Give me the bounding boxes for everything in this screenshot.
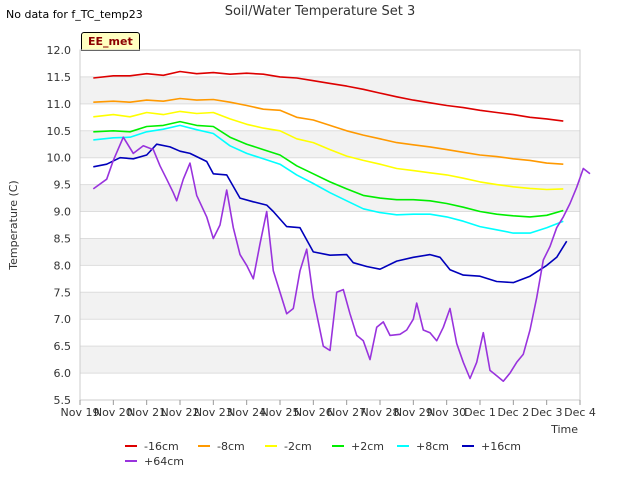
x-tick-label: Nov 23	[194, 406, 233, 419]
x-tick-label: Dec 4	[564, 406, 596, 419]
x-tick-label: Nov 27	[327, 406, 366, 419]
y-tick-label: 11.0	[47, 98, 72, 111]
x-tick-label: Nov 28	[361, 406, 400, 419]
x-tick-label: Nov 29	[394, 406, 433, 419]
x-tick-label: Nov 30	[427, 406, 466, 419]
grid-band	[80, 184, 580, 212]
series-line-minus2cm	[93, 110, 564, 191]
series-line-plus2cm	[93, 120, 564, 218]
legend-label: -8cm	[217, 440, 245, 453]
y-tick-label: 8.5	[54, 232, 72, 245]
y-tick-label: 7.5	[54, 286, 72, 299]
x-axis-label: Time	[550, 423, 578, 436]
y-tick-label: 10.5	[47, 125, 72, 138]
x-tick-label: Nov 21	[127, 406, 166, 419]
series-line-minus8cm	[93, 97, 564, 165]
x-tick-label: Dec 3	[531, 406, 563, 419]
grid-bands	[80, 76, 580, 374]
x-tick-label: Nov 19	[61, 406, 100, 419]
series-lines	[92, 70, 591, 383]
y-tick-label: 9.5	[54, 179, 72, 192]
x-tick-label: Nov 25	[261, 406, 300, 419]
x-tick-label: Dec 1	[464, 406, 496, 419]
y-tick-label: 6.5	[54, 340, 72, 353]
y-tick-label: 6.0	[54, 367, 72, 380]
plot-frame	[79, 49, 581, 401]
chart-title: Soil/Water Temperature Set 3	[225, 4, 416, 19]
series-line-plus64cm	[92, 136, 591, 383]
y-axis-ticks: 5.5 6.0 6.5 7.0 7.5 8.0 8.5 9.0 9.5 10.0 10.5 11.0 1…	[47, 44, 72, 407]
legend: -16cm -8cm -2cm +2cm +8cm +16cm +64cm	[125, 440, 521, 468]
x-tick-label: Nov 26	[294, 406, 333, 419]
y-tick-label: 12.0	[47, 44, 72, 57]
legend-label: +8cm	[416, 440, 449, 453]
y-tick-label: 5.5	[54, 394, 72, 407]
grid-band	[80, 76, 580, 104]
legend-label: +64cm	[144, 455, 184, 468]
legend-label: +2cm	[351, 440, 384, 453]
series-line-plus16cm	[93, 143, 568, 284]
legend-label: -2cm	[284, 440, 312, 453]
y-tick-label: 9.0	[54, 206, 72, 219]
series-line-plus8cm	[93, 124, 564, 234]
y-axis-label: Temperature (C)	[7, 180, 20, 270]
y-tick-label: 11.5	[47, 71, 72, 84]
x-tick-label: Nov 20	[94, 406, 133, 419]
x-tick-label: Nov 24	[227, 406, 266, 419]
y-tick-label: 7.0	[54, 313, 72, 326]
grid-band	[80, 292, 580, 320]
no-data-message: No data for f_TC_temp23	[6, 8, 143, 21]
y-tick-label: 8.0	[54, 259, 72, 272]
series-line-minus16cm	[93, 70, 564, 122]
legend-label: -16cm	[144, 440, 179, 453]
grid-band	[80, 238, 580, 266]
legend-label: +16cm	[481, 440, 521, 453]
x-tick-label: Nov 22	[161, 406, 200, 419]
y-tick-label: 10.0	[47, 152, 72, 165]
grid-band	[80, 130, 580, 158]
x-tick-label: Dec 2	[497, 406, 529, 419]
